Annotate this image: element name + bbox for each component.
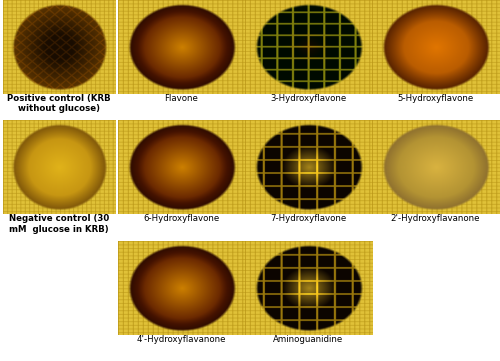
Text: 3-Hydroxyflavone: 3-Hydroxyflavone [270, 94, 346, 103]
Text: 4'-Hydroxyflavanone: 4'-Hydroxyflavanone [136, 335, 226, 344]
Text: Negative control (30
mM  glucose in KRB): Negative control (30 mM glucose in KRB) [8, 214, 109, 234]
Text: Aminoguanidine: Aminoguanidine [273, 335, 344, 344]
Text: 7-Hydroxyflavone: 7-Hydroxyflavone [270, 214, 346, 223]
Text: 2'-Hydroxyflavanone: 2'-Hydroxyflavanone [390, 214, 480, 223]
Text: Flavone: Flavone [164, 94, 198, 103]
Text: 6-Hydroxyflavone: 6-Hydroxyflavone [143, 214, 219, 223]
Text: Positive control (KRB
without glucose): Positive control (KRB without glucose) [7, 94, 110, 113]
Text: 5-Hydroxyflavone: 5-Hydroxyflavone [398, 94, 473, 103]
